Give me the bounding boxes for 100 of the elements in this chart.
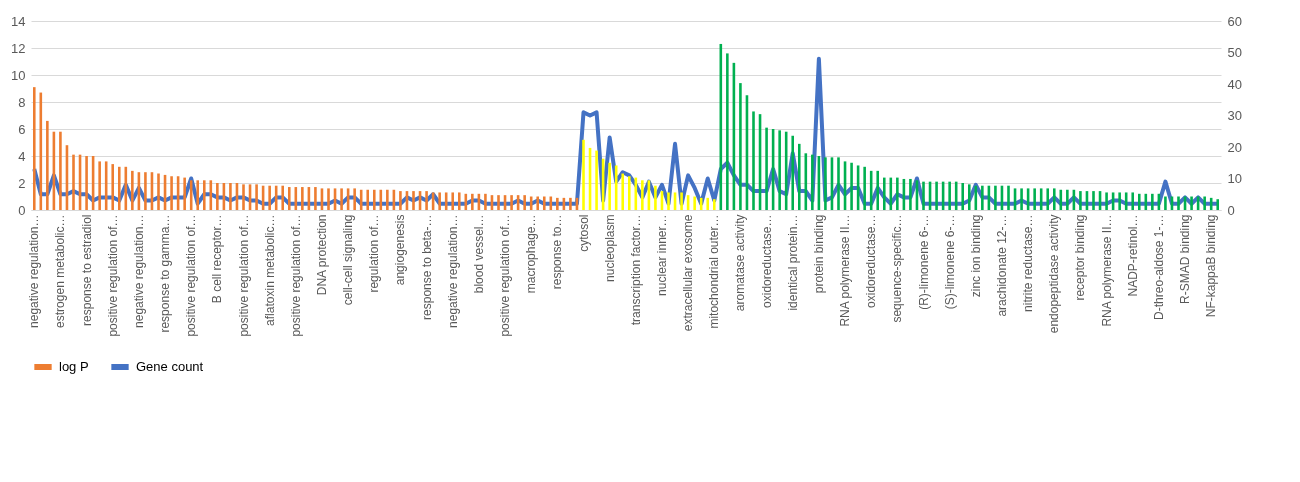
bar: [608, 162, 611, 210]
y2-tick-label: 10: [1227, 171, 1242, 186]
bar: [791, 135, 795, 210]
bar: [1007, 185, 1010, 210]
x-tick-label: response to…: [550, 214, 565, 290]
bar: [1216, 199, 1220, 210]
bar: [863, 166, 866, 210]
bar: [471, 193, 474, 210]
x-tick-label: D-threo-aldose 1-…: [1151, 214, 1166, 320]
x-tick-label: macrophage…: [524, 214, 539, 294]
bar: [1151, 193, 1154, 210]
bar: [268, 185, 271, 210]
bar: [1105, 192, 1108, 210]
bar: [287, 187, 291, 210]
x-tick-label: response to estradiol: [79, 214, 94, 326]
bar: [386, 189, 389, 210]
bar: [1033, 188, 1036, 210]
y2-tick-label: 20: [1227, 139, 1242, 155]
bar: [196, 180, 200, 210]
bar: [281, 185, 285, 210]
x-tick-label: B cell receptor…: [210, 214, 225, 304]
bar: [1079, 191, 1082, 210]
bar: [542, 196, 546, 210]
bar: [157, 173, 160, 210]
bar: [117, 166, 121, 210]
bar: [1203, 196, 1206, 210]
y-tick-label: 2: [18, 175, 26, 191]
bar: [111, 164, 115, 210]
bar: [438, 192, 441, 210]
bar: [451, 192, 455, 210]
x-tick-label: negative regulation…: [131, 214, 146, 328]
x-tick-label: negative regulation…: [27, 214, 42, 328]
bar: [1131, 192, 1135, 210]
x-tick-label: aflatoxin metabolic…: [262, 214, 277, 326]
y2-tick-label: 50: [1227, 45, 1242, 60]
x-tick-label: sequence-specific…: [890, 214, 905, 323]
bar: [301, 187, 304, 210]
bar: [582, 139, 585, 210]
bar: [981, 185, 984, 210]
x-tick-label: extracellular exosome: [681, 214, 696, 332]
bar: [183, 177, 186, 210]
bar: [876, 170, 880, 210]
x-tick-label: transcription factor…: [628, 214, 643, 326]
bar: [131, 170, 134, 210]
bar: [765, 127, 768, 210]
y-tick-label: 12: [11, 40, 26, 56]
bar: [627, 176, 631, 210]
bar: [497, 195, 500, 210]
x-tick-label: positive regulation of…: [105, 214, 120, 337]
x-tick-label: nucleoplasm: [602, 214, 617, 282]
y2-tick-label: 60: [1227, 13, 1242, 29]
x-tick-label: (S)-limonene 6-…: [942, 214, 957, 310]
x-tick-label: response to gamma…: [158, 214, 173, 333]
bar: [680, 192, 683, 210]
bar: [569, 197, 572, 210]
x-tick-label: identical protein…: [785, 214, 800, 311]
bar: [948, 181, 951, 210]
bar: [46, 120, 49, 210]
x-tick-label: negative regulation…: [445, 214, 460, 328]
y-tick-label: 4: [18, 148, 26, 164]
bar: [255, 184, 258, 210]
bar: [425, 191, 428, 210]
bar: [621, 173, 625, 210]
x-tick-label: nitrite reductase…: [1021, 214, 1036, 312]
bar: [327, 188, 330, 210]
bar: [340, 188, 343, 210]
bar: [778, 130, 781, 210]
bar: [1190, 196, 1193, 210]
x-tick-label: regulation of…: [367, 214, 382, 293]
x-tick-label: NF-kappaB binding: [1204, 214, 1219, 318]
bar: [144, 172, 147, 210]
bar: [967, 184, 971, 210]
bar: [412, 191, 415, 210]
y-tick-label: 14: [11, 13, 26, 29]
bar: [85, 156, 88, 210]
bar: [922, 181, 925, 210]
x-tick-label: NADP-retinol…: [1125, 214, 1140, 297]
bar: [353, 188, 356, 210]
y2-tick-label: 30: [1227, 108, 1242, 123]
y-tick-label: 6: [18, 121, 26, 137]
x-tick-label: R-SMAD binding: [1178, 214, 1193, 304]
bar: [667, 192, 670, 210]
bar: [797, 143, 801, 210]
bar: [961, 183, 965, 210]
bar: [556, 197, 559, 210]
x-tick-label: cytosol: [576, 214, 591, 252]
x-tick-label: positive regulation of…: [288, 214, 303, 337]
bar: [1137, 193, 1141, 210]
bar: [510, 195, 513, 210]
bar: [896, 177, 899, 210]
x-tick-label: response to beta-…: [419, 214, 434, 320]
bar: [850, 162, 853, 210]
x-tick-label: aromatase activity: [733, 214, 748, 312]
x-tick-label: zinc ion binding: [968, 214, 983, 298]
bar: [706, 197, 710, 210]
bar: [457, 192, 461, 210]
bar: [882, 177, 886, 210]
bar: [523, 195, 526, 210]
legend-label: Gene count: [136, 359, 204, 374]
bar: [837, 157, 840, 210]
